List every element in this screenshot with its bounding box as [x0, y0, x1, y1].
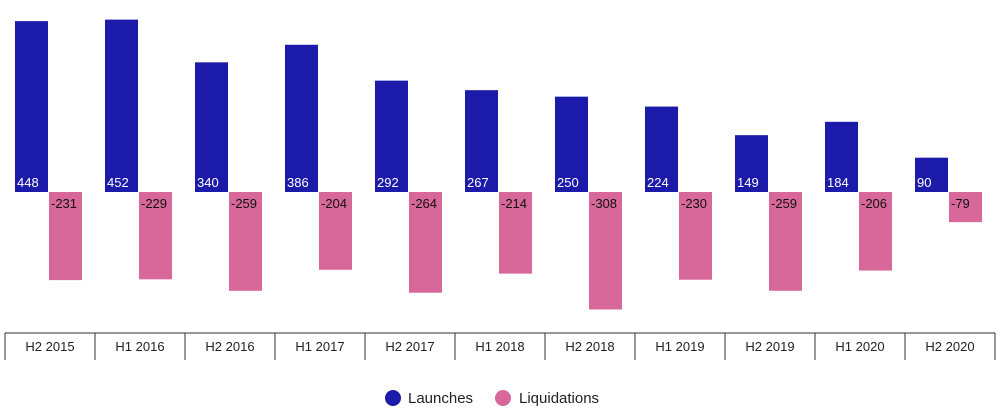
label-launches-1: 452	[107, 175, 129, 190]
x-tick-label-8: H2 2019	[745, 339, 794, 354]
x-tick-label-1: H1 2016	[115, 339, 164, 354]
bar-launches-3	[285, 44, 318, 192]
bar-launches-9	[825, 121, 858, 192]
bar-launches-0	[15, 21, 48, 193]
bar-liquidations-4	[409, 192, 442, 293]
label-launches-4: 292	[377, 175, 399, 190]
bar-liquidations-10	[949, 192, 982, 223]
bar-launches-2	[195, 62, 228, 192]
label-launches-0: 448	[17, 175, 39, 190]
label-liquidations-6: -308	[591, 196, 617, 211]
bar-liquidations-1	[139, 192, 172, 280]
label-launches-6: 250	[557, 175, 579, 190]
label-launches-8: 149	[737, 175, 759, 190]
bars-group: 448 -231 452 -229 340 -259 386 -204 292 -264 267 -2…	[15, 19, 982, 310]
label-liquidations-3: -204	[321, 196, 347, 211]
label-launches-9: 184	[827, 175, 849, 190]
bar-launches-6	[555, 96, 588, 192]
bar-liquidations-2	[229, 192, 262, 291]
legend: Launches Liquidations	[385, 390, 599, 407]
label-launches-7: 224	[647, 175, 669, 190]
label-launches-2: 340	[197, 175, 219, 190]
bar-launches-10	[915, 157, 948, 192]
bar-launches-5	[465, 90, 498, 192]
bar-launches-7	[645, 106, 678, 192]
label-liquidations-7: -230	[681, 196, 707, 211]
bar-liquidations-8	[769, 192, 802, 291]
bar-liquidations-6	[589, 192, 622, 310]
label-liquidations-1: -229	[141, 196, 167, 211]
x-axis: H2 2015 H1 2016 H2 2016 H1 2017 H2 2017 H1 20…	[4, 332, 996, 360]
label-liquidations-5: -214	[501, 196, 527, 211]
x-tick-label-4: H2 2017	[385, 339, 434, 354]
x-tick-label-5: H1 2018	[475, 339, 524, 354]
bar-launches-8	[735, 135, 768, 192]
x-tick-label-6: H2 2018	[565, 339, 614, 354]
bar-liquidations-9	[859, 192, 892, 271]
label-liquidations-10: -79	[951, 196, 970, 211]
bar-liquidations-7	[679, 192, 712, 280]
label-launches-5: 267	[467, 175, 489, 190]
x-tick-label-9: H1 2020	[835, 339, 884, 354]
label-liquidations-8: -259	[771, 196, 797, 211]
label-launches-3: 386	[287, 175, 309, 190]
label-liquidations-9: -206	[861, 196, 887, 211]
bar-liquidations-0	[49, 192, 82, 281]
bar-liquidations-3	[319, 192, 352, 270]
x-tick-label-3: H1 2017	[295, 339, 344, 354]
legend-label-launches: Launches	[408, 390, 473, 407]
bar-launches-1	[105, 19, 138, 192]
x-tick-label-10: H2 2020	[925, 339, 974, 354]
label-launches-10: 90	[917, 175, 931, 190]
x-tick-label-2: H2 2016	[205, 339, 254, 354]
bar-liquidations-5	[499, 192, 532, 274]
bar-launches-4	[375, 80, 408, 192]
label-liquidations-4: -264	[411, 196, 437, 211]
legend-swatch-liquidations	[495, 390, 511, 406]
label-liquidations-0: -231	[51, 196, 77, 211]
x-tick-label-0: H2 2015	[25, 339, 74, 354]
legend-swatch-launches	[385, 390, 401, 406]
legend-label-liquidations: Liquidations	[519, 390, 599, 407]
x-tick-label-7: H1 2019	[655, 339, 704, 354]
label-liquidations-2: -259	[231, 196, 257, 211]
